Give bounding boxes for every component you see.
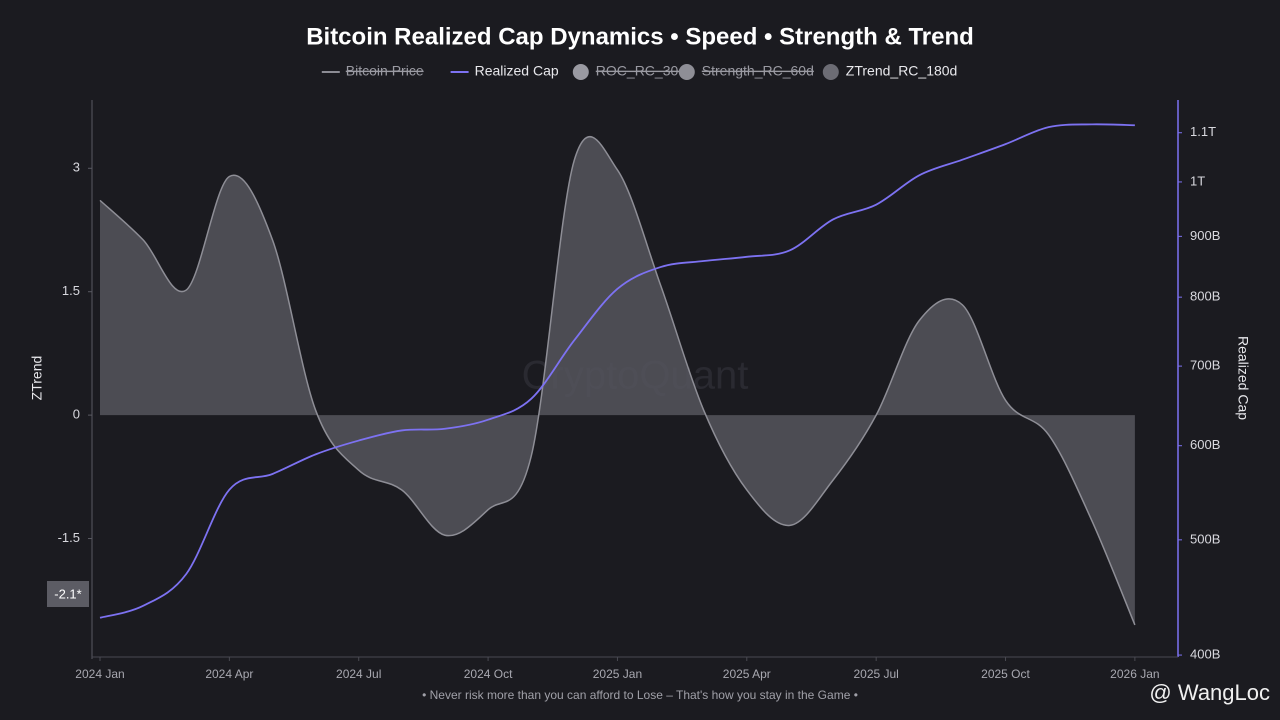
legend-label: Strength_RC_60d [702,63,814,79]
credit: @ WangLoc [1149,680,1270,705]
y-tick-label: 1.5 [62,283,80,298]
last-value-box [47,581,89,607]
y2-tick-label: 500B [1190,531,1220,546]
y2-tick-label: 400B [1190,646,1220,661]
y-axis-title: ZTrend [29,356,45,401]
x-tick-label: 2025 Jul [853,667,898,681]
x-tick-label: 2025 Apr [723,667,771,681]
x-tick-label: 2025 Oct [981,667,1030,681]
x-tick-label: 2024 Jul [336,667,381,681]
legend-swatch [822,64,839,80]
ztrend-line [99,135,1136,626]
chart-title: Bitcoin Realized Cap Dynamics • Speed • … [306,23,974,50]
y-tick-label: 0 [73,407,80,422]
legend-label: ZTrend_RC_180d [846,63,958,79]
x-tick-label: 2024 Apr [205,667,253,681]
y2-tick-label: 1.1T [1190,124,1216,139]
x-tick-label: 2025 Jan [593,667,642,681]
legend-swatch [678,64,695,80]
y2-tick-label: 700B [1190,358,1220,373]
legend: Bitcoin Price Realized Cap ROC_RC_30d Stren… [321,63,958,80]
y2-axis-title: Realized Cap [1235,336,1251,420]
y2-tick-label: 800B [1190,289,1220,304]
y2-tick-label: 600B [1190,437,1220,452]
legend-item[interactable]: Bitcoin Price [321,63,424,79]
ztrend-area [100,136,1135,625]
x-tick-label: 2026 Jan [1110,667,1159,681]
legend-swatch [572,64,589,80]
x-tick-label: 2024 Jan [75,667,124,681]
legend-label: Realized Cap [475,63,559,79]
legend-label: Bitcoin Price [346,63,424,79]
legend-item[interactable]: ZTrend_RC_180d [822,63,958,80]
footer: • Never risk more than you can afford to… [422,688,858,702]
legend-item[interactable]: Strength_RC_60d [678,63,814,80]
y-tick-label: 3 [73,160,80,175]
last-value-label: -2.1* [54,586,81,601]
legend-item[interactable]: ROC_RC_30d [572,63,686,80]
legend-item[interactable]: Realized Cap [450,63,559,79]
y2-tick-label: 900B [1190,228,1220,243]
y-tick-label: -1.5 [58,530,80,545]
y2-tick-label: 1T [1190,173,1205,188]
x-tick-label: 2024 Oct [464,667,513,681]
legend-label: ROC_RC_30d [596,63,686,79]
realized-cap-line [99,123,1135,619]
